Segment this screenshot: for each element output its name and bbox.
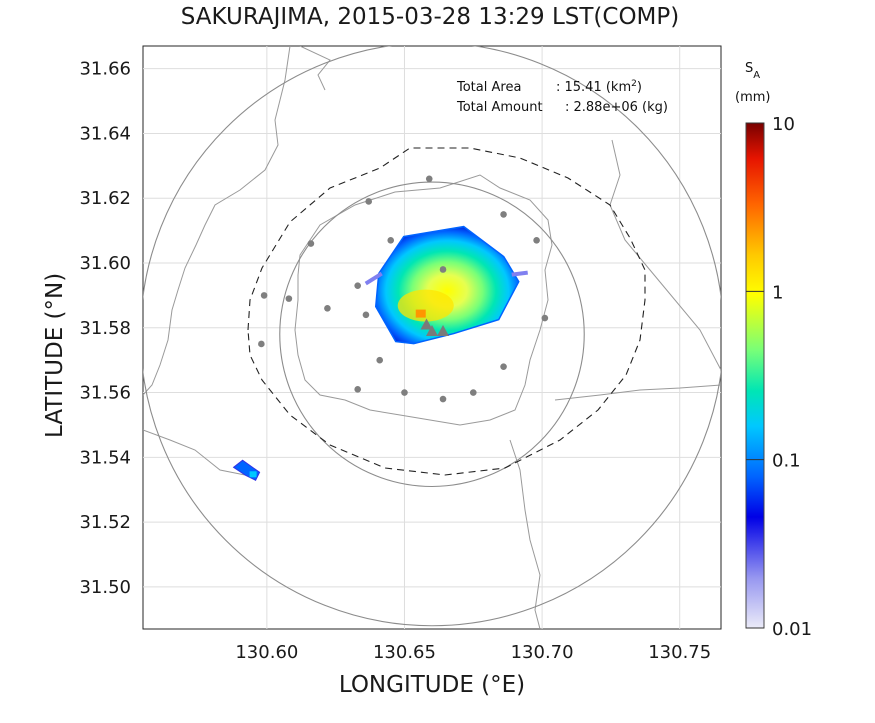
station-dot [533, 237, 540, 244]
total-area-value: : 15.41 (km2) [556, 79, 642, 95]
station-dot [500, 363, 507, 370]
stations [258, 175, 549, 403]
vent-triangle [437, 325, 450, 337]
x-tick-labels: 130.60 130.65 130.70 130.75 [235, 642, 711, 663]
grid-lines [143, 46, 721, 629]
radar-range-rings [143, 46, 721, 627]
station-dot [401, 389, 408, 396]
total-amount-label: Total Amount [456, 100, 543, 115]
station-dot [425, 175, 433, 183]
y-tick-label: 31.64 [79, 123, 131, 144]
y-tick-label: 31.52 [79, 512, 131, 533]
plume-edge-east [511, 270, 528, 277]
plume-peak-cell [415, 309, 426, 318]
total-area-label: Total Area [456, 80, 521, 95]
station-dot [354, 386, 361, 393]
plume-core [397, 289, 454, 322]
range-ring [143, 46, 721, 627]
station-dot [307, 240, 315, 247]
station-dot [439, 266, 447, 273]
x-tick-label: 130.60 [235, 642, 298, 663]
station-dot [541, 314, 549, 322]
y-tick-label: 31.56 [79, 383, 131, 404]
station-dot [469, 389, 477, 396]
y-tick-label: 31.50 [79, 577, 131, 598]
station-dot [258, 340, 265, 348]
colorbar-ticks: 10 1 0.1 0.01 [746, 114, 812, 640]
map-layer [143, 46, 721, 629]
y-tick-labels: 31.50 31.52 31.54 31.56 31.58 31.60 31.62 31.64… [79, 59, 131, 598]
colorbar-unit: (mm) [735, 90, 770, 105]
y-tick-label: 31.62 [79, 188, 131, 209]
plume-edge-west [364, 271, 383, 286]
vent-triangle [420, 318, 433, 330]
station-dot [354, 282, 361, 289]
total-amount-value: : 2.88e+06 (kg) [565, 100, 668, 115]
station-dot [500, 211, 507, 218]
station-dot [365, 198, 372, 205]
sakurajima-coast [294, 174, 553, 426]
x-tick-label: 130.65 [373, 642, 436, 663]
station-dot [376, 356, 384, 364]
x-axis-label: LONGITUDE (°E) [338, 672, 526, 698]
station-dot [362, 311, 370, 319]
ash-plume [232, 225, 528, 481]
station-dot [387, 237, 395, 244]
station-dot [324, 305, 331, 312]
colorbar-tick-label: 0.1 [772, 451, 801, 472]
y-tick-label: 31.66 [79, 59, 131, 80]
station-dot [439, 395, 447, 403]
colorbar-tick-label: 1 [772, 282, 783, 303]
station-dot [260, 292, 268, 299]
western-coast [143, 46, 331, 476]
colorbar [745, 122, 765, 629]
eastern-coast [509, 139, 721, 629]
vent-triangle [426, 325, 438, 337]
station-dot [285, 295, 293, 302]
chart-title: SAKURAJIMA, 2015-03-28 13:29 LST(COMP) [180, 4, 680, 30]
vents [420, 318, 450, 337]
secondary-echo-core [249, 471, 257, 478]
range-ring [279, 181, 585, 488]
x-tick-label: 130.70 [511, 642, 574, 663]
colorbar-label: SA [745, 61, 760, 81]
x-tick-label: 130.75 [648, 642, 711, 663]
y-tick-label: 31.58 [79, 318, 131, 339]
y-tick-label: 31.54 [79, 447, 131, 468]
y-tick-label: 31.60 [79, 253, 131, 274]
coastline [143, 46, 291, 396]
colorbar-tick-label: 10 [772, 114, 795, 135]
colorbar-tick-label: 0.01 [772, 619, 812, 640]
